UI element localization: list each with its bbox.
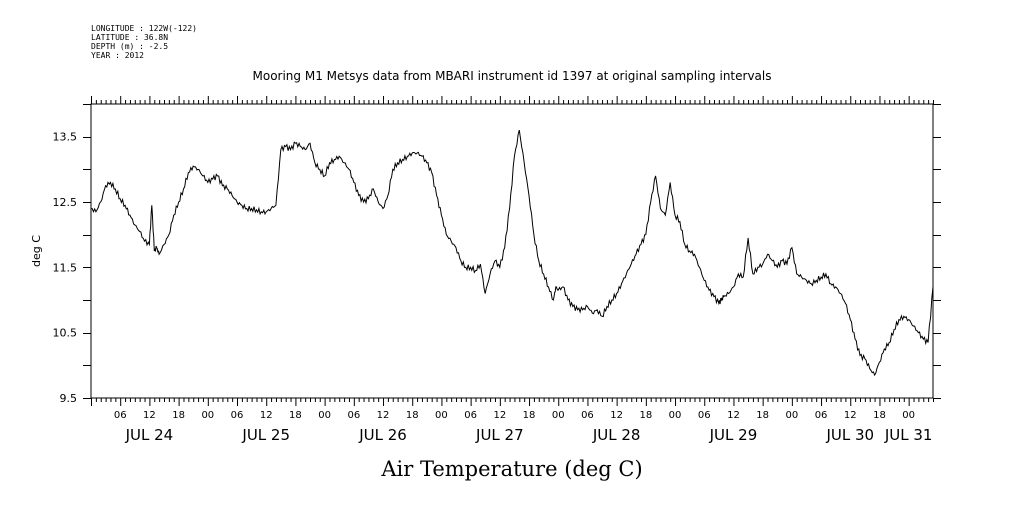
x-hour-label: 06 [114,410,127,421]
x-hour-label: 12 [260,410,273,421]
x-hour-label: 06 [347,410,360,421]
x-hour-label: 06 [464,410,477,421]
x-day-label: JUL 28 [592,426,641,444]
x-hour-label: 00 [318,410,331,421]
y-axis-label: deg C [30,235,43,267]
x-axis-label: Air Temperature (deg C) [380,457,642,481]
header-info: LONGITUDE : 122W(-122) LATITUDE : 36.8N … [91,24,197,60]
header-latitude: LATITUDE : 36.8N [91,33,168,42]
x-hour-labels: 06 12 18 00 06 12 18 00 06 12 18 00 06 12 18 00 06 12 18 00… [114,410,915,421]
x-hour-label: 18 [523,410,536,421]
x-day-label: JUL 27 [475,426,524,444]
x-hour-label: 18 [639,410,652,421]
x-day-label: JUL 26 [358,426,407,444]
x-hour-label: 06 [815,410,828,421]
x-hour-label: 06 [698,410,711,421]
series-line [90,129,934,377]
x-hour-label: 18 [406,410,419,421]
x-hour-label: 12 [727,410,740,421]
x-hour-label: 00 [785,410,798,421]
y-tick-label: 13.5 [53,131,78,144]
x-day-labels: JUL 24 JUL 25 JUL 26 JUL 27 JUL 28 JUL 29 JUL … [125,426,933,444]
x-day-label: JUL 24 [125,426,174,444]
chart-title: Mooring M1 Metsys data from MBARI instru… [253,69,772,83]
axis-ticks [83,96,941,406]
x-day-label: JUL 30 [825,426,874,444]
x-hour-label: 00 [435,410,448,421]
header-longitude: LONGITUDE : 122W(-122) [91,24,197,33]
x-hour-label: 06 [231,410,244,421]
x-hour-label: 00 [552,410,565,421]
x-hour-label: 18 [756,410,769,421]
plot-frame [90,103,934,399]
x-hour-label: 00 [669,410,682,421]
y-tick-label: 10.5 [53,327,78,340]
x-hour-label: 12 [610,410,623,421]
x-hour-label: 12 [844,410,857,421]
x-hour-label: 12 [377,410,390,421]
x-day-label: JUL 29 [709,426,758,444]
x-hour-label: 12 [143,410,156,421]
x-hour-label: 18 [172,410,185,421]
x-day-label: JUL 25 [241,426,290,444]
y-tick-label: 12.5 [53,196,78,209]
y-tick-labels: 9.5 10.5 11.5 12.5 13.5 [53,131,78,405]
x-hour-label: 00 [902,410,915,421]
x-hour-label: 06 [581,410,594,421]
x-hour-label: 18 [289,410,302,421]
y-tick-label: 11.5 [53,261,78,274]
x-hour-label: 12 [493,410,506,421]
header-year: YEAR : 2012 [91,51,144,60]
x-hour-label: 00 [201,410,214,421]
y-tick-label: 9.5 [60,392,78,405]
x-day-label: JUL 31 [884,426,933,444]
x-hour-label: 18 [873,410,886,421]
header-depth: DEPTH (m) : -2.5 [91,42,168,51]
